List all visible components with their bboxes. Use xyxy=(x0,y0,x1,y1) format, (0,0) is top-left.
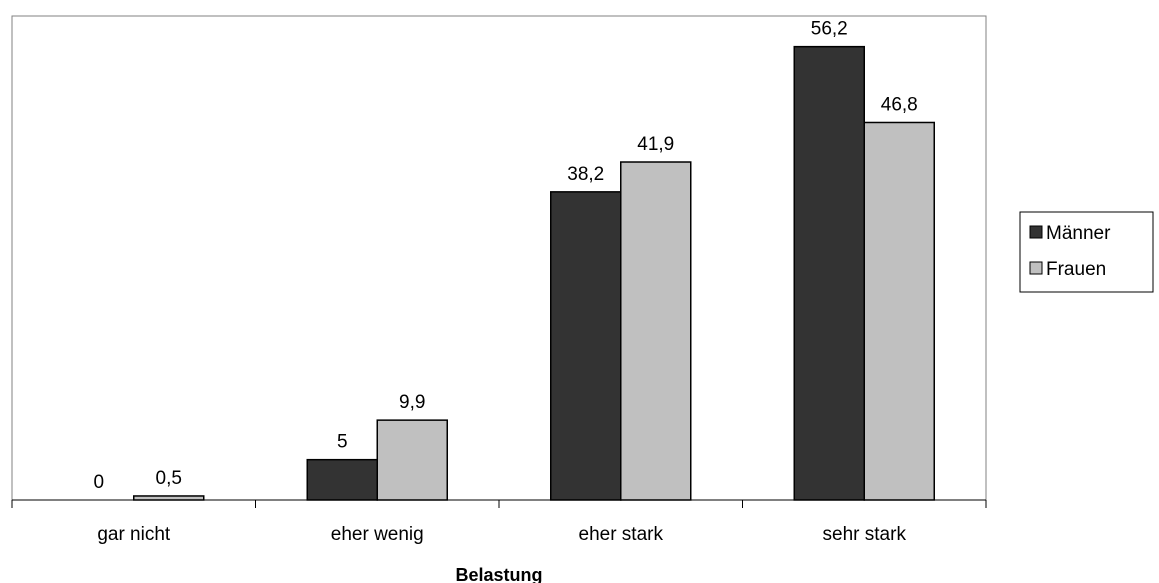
data-label-maenner-gar-nicht: 0 xyxy=(93,472,104,493)
x-tick-label-eher-wenig: eher wenig xyxy=(331,524,424,545)
data-label-frauen-gar-nicht: 0,5 xyxy=(156,468,182,489)
bars-layer xyxy=(133,45,935,501)
data-label-maenner-sehr-stark: 56,2 xyxy=(811,19,848,40)
bar-frauen-eher-wenig xyxy=(376,419,448,501)
data-label-maenner-eher-wenig: 5 xyxy=(337,432,348,453)
legend-swatch-frauen xyxy=(1029,261,1043,275)
legend: Männer Frauen xyxy=(1019,211,1154,293)
bar-frauen-sehr-stark xyxy=(863,121,935,501)
bar-frauen-gar-nicht xyxy=(133,495,205,501)
bar-maenner-eher-stark xyxy=(550,191,622,501)
data-label-frauen-sehr-stark: 46,8 xyxy=(881,94,918,115)
legend-label-maenner: Männer xyxy=(1046,223,1111,244)
data-label-maenner-eher-stark: 38,2 xyxy=(567,164,604,185)
legend-frame xyxy=(1019,211,1154,293)
x-tick-label-eher-stark: eher stark xyxy=(579,524,664,545)
bar-maenner-sehr-stark xyxy=(793,45,865,501)
bar-frauen-eher-stark xyxy=(620,161,692,501)
data-label-frauen-eher-wenig: 9,9 xyxy=(399,392,425,413)
data-labels-layer: 0 0,5 5 9,9 38,2 41,9 56,2 46,8 xyxy=(93,19,917,493)
x-axis-title: Belastung xyxy=(455,565,542,583)
x-tick-label-sehr-stark: sehr stark xyxy=(823,524,907,545)
legend-swatch-maenner xyxy=(1029,225,1043,239)
bar-maenner-eher-wenig xyxy=(306,458,378,501)
x-axis-ticks: gar nicht eher wenig eher stark sehr stark xyxy=(11,500,987,545)
data-label-frauen-eher-stark: 41,9 xyxy=(637,134,674,155)
legend-label-frauen: Frauen xyxy=(1046,259,1106,280)
x-tick-label-gar-nicht: gar nicht xyxy=(97,524,171,545)
